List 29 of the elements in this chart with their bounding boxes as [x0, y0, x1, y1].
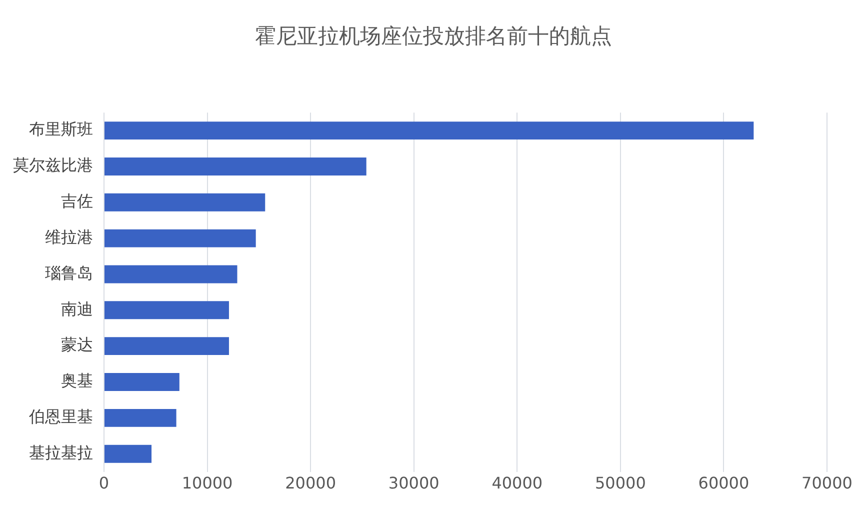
bar	[104, 337, 229, 356]
x-tick-label: 0	[98, 474, 110, 493]
x-tick-label: 50000	[594, 474, 646, 493]
y-tick-label: 奥基	[61, 371, 93, 390]
y-tick-label: 基拉基拉	[29, 442, 93, 462]
x-tick-label: 70000	[802, 474, 852, 493]
x-tick-label: 10000	[182, 474, 233, 493]
y-tick-label: 维拉港	[45, 227, 93, 246]
x-tick-label: 30000	[388, 474, 440, 493]
chart-title: 霍尼亚拉机场座位投放排名前十的航点	[254, 23, 613, 50]
bar	[104, 158, 366, 176]
bar	[104, 408, 176, 427]
y-tick-label: 布里斯班	[29, 120, 93, 139]
y-tick-label: 莫尔兹比港	[13, 156, 93, 175]
bar	[104, 265, 238, 284]
bar	[104, 122, 754, 140]
y-tick-label: 吉佐	[61, 192, 93, 211]
y-tick-label: 伯恩里基	[28, 407, 93, 426]
y-tick-label: 瑙鲁岛	[45, 263, 93, 282]
x-tick-label: 40000	[492, 474, 543, 493]
bar	[104, 229, 256, 248]
bar	[104, 193, 266, 212]
x-tick-label: 60000	[698, 474, 750, 493]
bar	[104, 444, 152, 463]
x-tick-label: 20000	[285, 474, 336, 493]
y-tick-label: 南迪	[61, 299, 93, 318]
bar	[104, 301, 229, 320]
bar	[104, 373, 180, 391]
y-tick-label: 蒙达	[61, 335, 93, 354]
